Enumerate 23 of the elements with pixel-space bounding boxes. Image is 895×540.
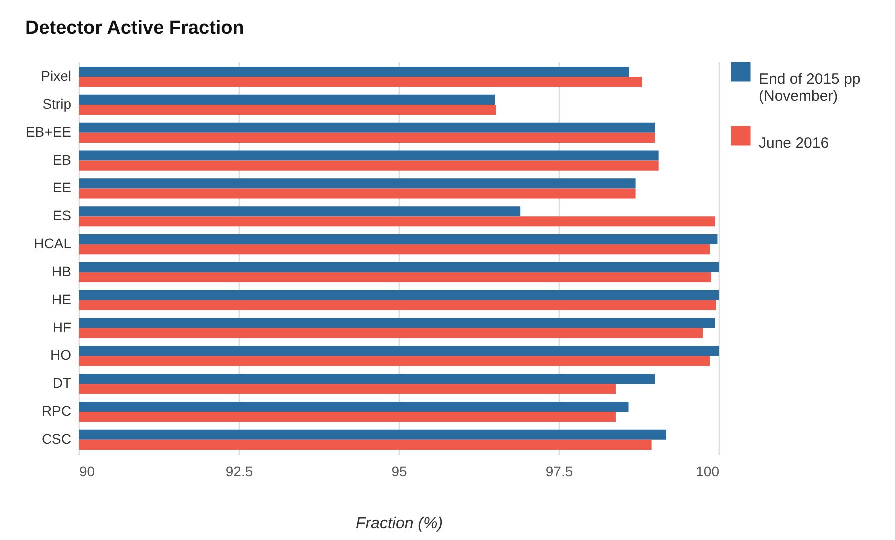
x-tick-label: 95 xyxy=(392,464,408,480)
x-tick-label: 97.5 xyxy=(546,464,574,480)
y-tick-label: HO xyxy=(50,347,72,364)
y-tick-label: ES xyxy=(52,208,72,224)
x-axis-title: Fraction (%) xyxy=(356,516,444,532)
y-tick-label: Pixel xyxy=(41,68,72,84)
x-tick-label: 92.5 xyxy=(226,464,254,480)
x-tick-label: 90 xyxy=(80,464,96,480)
y-tick-label: HF xyxy=(52,319,72,336)
y-tick-label: EB+EE xyxy=(26,124,72,140)
legend-label: End of 2015 pp (November) xyxy=(759,71,861,105)
y-tick-label: DT xyxy=(52,375,72,392)
legend-label: June 2016 xyxy=(759,135,830,152)
y-tick-label: Strip xyxy=(42,96,72,112)
y-tick-label: HE xyxy=(52,291,72,308)
y-tick-label: HCAL xyxy=(34,236,72,252)
y-tick-label: EE xyxy=(52,180,72,196)
y-tick-label: HB xyxy=(52,263,72,280)
y-tick-label: EB xyxy=(52,152,72,168)
chart-title: Detector Active Fraction xyxy=(25,18,244,39)
x-tick-label: 100 xyxy=(696,464,720,480)
y-tick-label: RPC xyxy=(42,403,72,420)
y-tick-label: CSC xyxy=(42,430,72,447)
